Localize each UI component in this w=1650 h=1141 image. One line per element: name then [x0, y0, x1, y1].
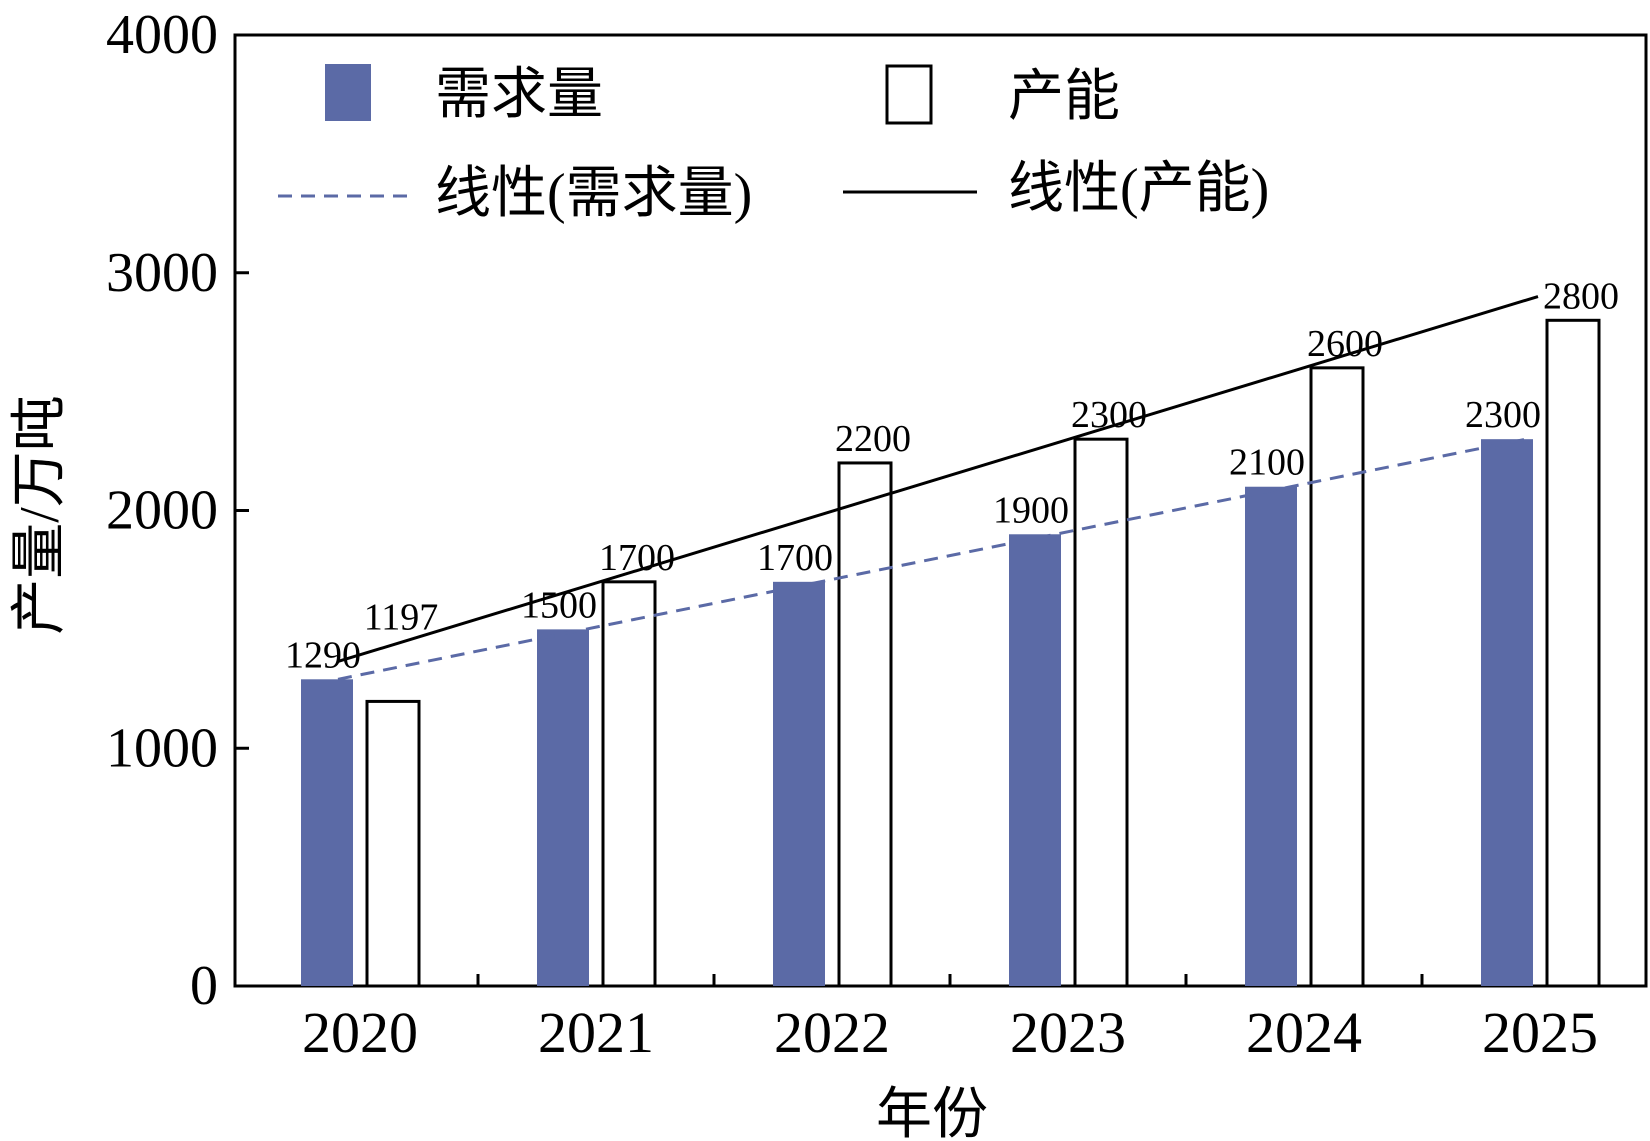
- y-axis: 0 1000 2000 3000 4000: [106, 4, 249, 1017]
- x-tick-label: 2024: [1246, 1000, 1362, 1065]
- data-label-capacity: 1700: [599, 537, 675, 579]
- bar-demand: [537, 629, 589, 986]
- data-label-capacity: 2300: [1071, 394, 1147, 436]
- bar-demand: [301, 679, 353, 986]
- trendlines: [337, 295, 1539, 681]
- bar-capacity: [1545, 318, 1601, 988]
- data-label-capacity: 2600: [1307, 323, 1383, 365]
- data-label-capacity: 2800: [1543, 275, 1619, 317]
- bar-capacity: [1309, 366, 1365, 988]
- x-tick-label: 2025: [1482, 1000, 1598, 1065]
- x-tick-label: 2022: [774, 1000, 890, 1065]
- legend-label-demand-trend: 线性(需求量): [435, 163, 752, 225]
- data-label-demand: 1290: [285, 634, 361, 676]
- bar-capacity: [601, 580, 657, 988]
- bar-demand: [773, 581, 825, 986]
- bar-capacity: [837, 461, 893, 988]
- trendline-capacity: [337, 295, 1539, 663]
- legend-swatch-demand: [325, 64, 371, 121]
- x-axis: 2020 2021 2022 2023 2024 2025: [233, 974, 1598, 1065]
- y-tick-label: 1000: [106, 717, 218, 779]
- data-label-demand: 2100: [1229, 442, 1305, 484]
- y-tick-label: 2000: [106, 480, 218, 542]
- bar-demand: [1481, 439, 1533, 986]
- legend-label-capacity-trend: 线性(产能): [1008, 158, 1269, 220]
- data-label-demand: 1700: [757, 537, 833, 579]
- legend-label-capacity: 产能: [1008, 66, 1120, 128]
- data-label-capacity: 2200: [835, 418, 911, 460]
- bar-demand: [1009, 534, 1061, 986]
- legend-swatch-capacity: [885, 64, 933, 125]
- y-tick-label: 0: [190, 955, 218, 1017]
- data-label-demand: 1500: [521, 584, 597, 626]
- x-tick-label: 2021: [538, 1000, 654, 1065]
- data-label-demand: 1900: [993, 489, 1069, 531]
- bar-capacity: [1073, 437, 1129, 988]
- y-tick-label: 4000: [106, 4, 218, 66]
- legend-label-demand: 需求量: [435, 64, 603, 126]
- x-tick-label: 2023: [1010, 1000, 1126, 1065]
- bars: [301, 318, 1601, 988]
- y-tick-label: 3000: [106, 242, 218, 304]
- bar-demand: [1245, 486, 1297, 986]
- y-axis-title: 产量/万吨: [9, 395, 71, 635]
- data-label-demand: 2300: [1465, 394, 1541, 436]
- legend: 需求量 产能 线性(需求量) 线性(产能): [278, 64, 1269, 225]
- data-label-capacity: 1197: [364, 596, 439, 638]
- bar-capacity: [365, 699, 421, 988]
- x-tick-label: 2020: [302, 1000, 418, 1065]
- x-axis-title: 年份: [876, 1084, 988, 1141]
- trendline-demand: [337, 437, 1527, 681]
